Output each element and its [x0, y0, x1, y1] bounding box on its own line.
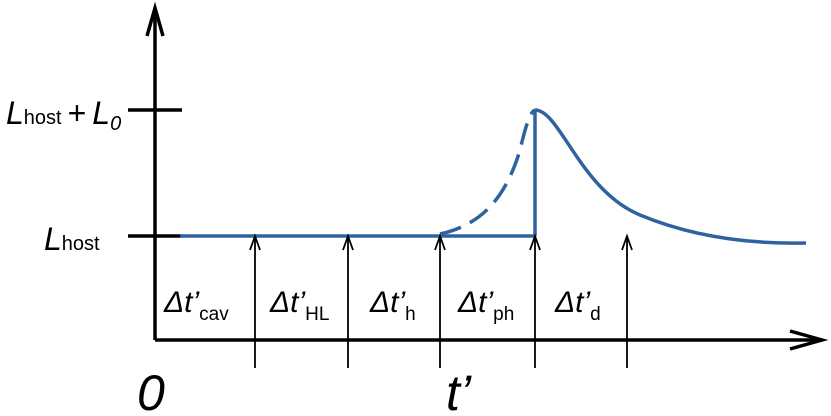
subscript: d — [590, 304, 601, 325]
subscript: HL — [305, 304, 329, 325]
symbol: L — [44, 221, 62, 257]
subscript: host — [24, 107, 62, 129]
symbol: Δt’ — [369, 286, 406, 319]
subscript: h — [405, 304, 416, 325]
plus: + — [68, 95, 87, 131]
x-axis-label: t’ — [446, 365, 472, 416]
symbol: Δt’ — [163, 286, 200, 319]
interval-label: Δt’ph — [457, 286, 514, 325]
level-label: Lhost — [44, 221, 100, 257]
symbol: L — [6, 95, 24, 131]
subscript: host — [62, 233, 100, 255]
subscript: cav — [199, 304, 229, 325]
subscript: ph — [493, 304, 514, 325]
decay — [534, 108, 807, 245]
dashed-rise — [439, 108, 536, 236]
y-axis-arrow — [145, 1, 165, 37]
interval-label: Δt’cav — [163, 286, 229, 325]
interval-label: Δt’d — [554, 286, 601, 325]
symbol: L — [92, 95, 110, 131]
interval-label: Δt’h — [369, 286, 416, 325]
symbol: Δt’ — [554, 286, 591, 319]
interval-arrows — [249, 233, 633, 368]
interval-label: Δt’HL — [269, 286, 329, 325]
symbol: Δt’ — [457, 286, 494, 319]
origin-label: 0 — [137, 365, 165, 416]
interval-labels: Δt’cav Δt’HL Δt’h Δt’ph Δt’d — [163, 286, 601, 325]
symbol: Δt’ — [269, 286, 306, 319]
level-label: Lhost + L0 — [6, 95, 121, 135]
x-axis-arrow — [789, 329, 829, 351]
subscript: 0 — [110, 113, 121, 135]
